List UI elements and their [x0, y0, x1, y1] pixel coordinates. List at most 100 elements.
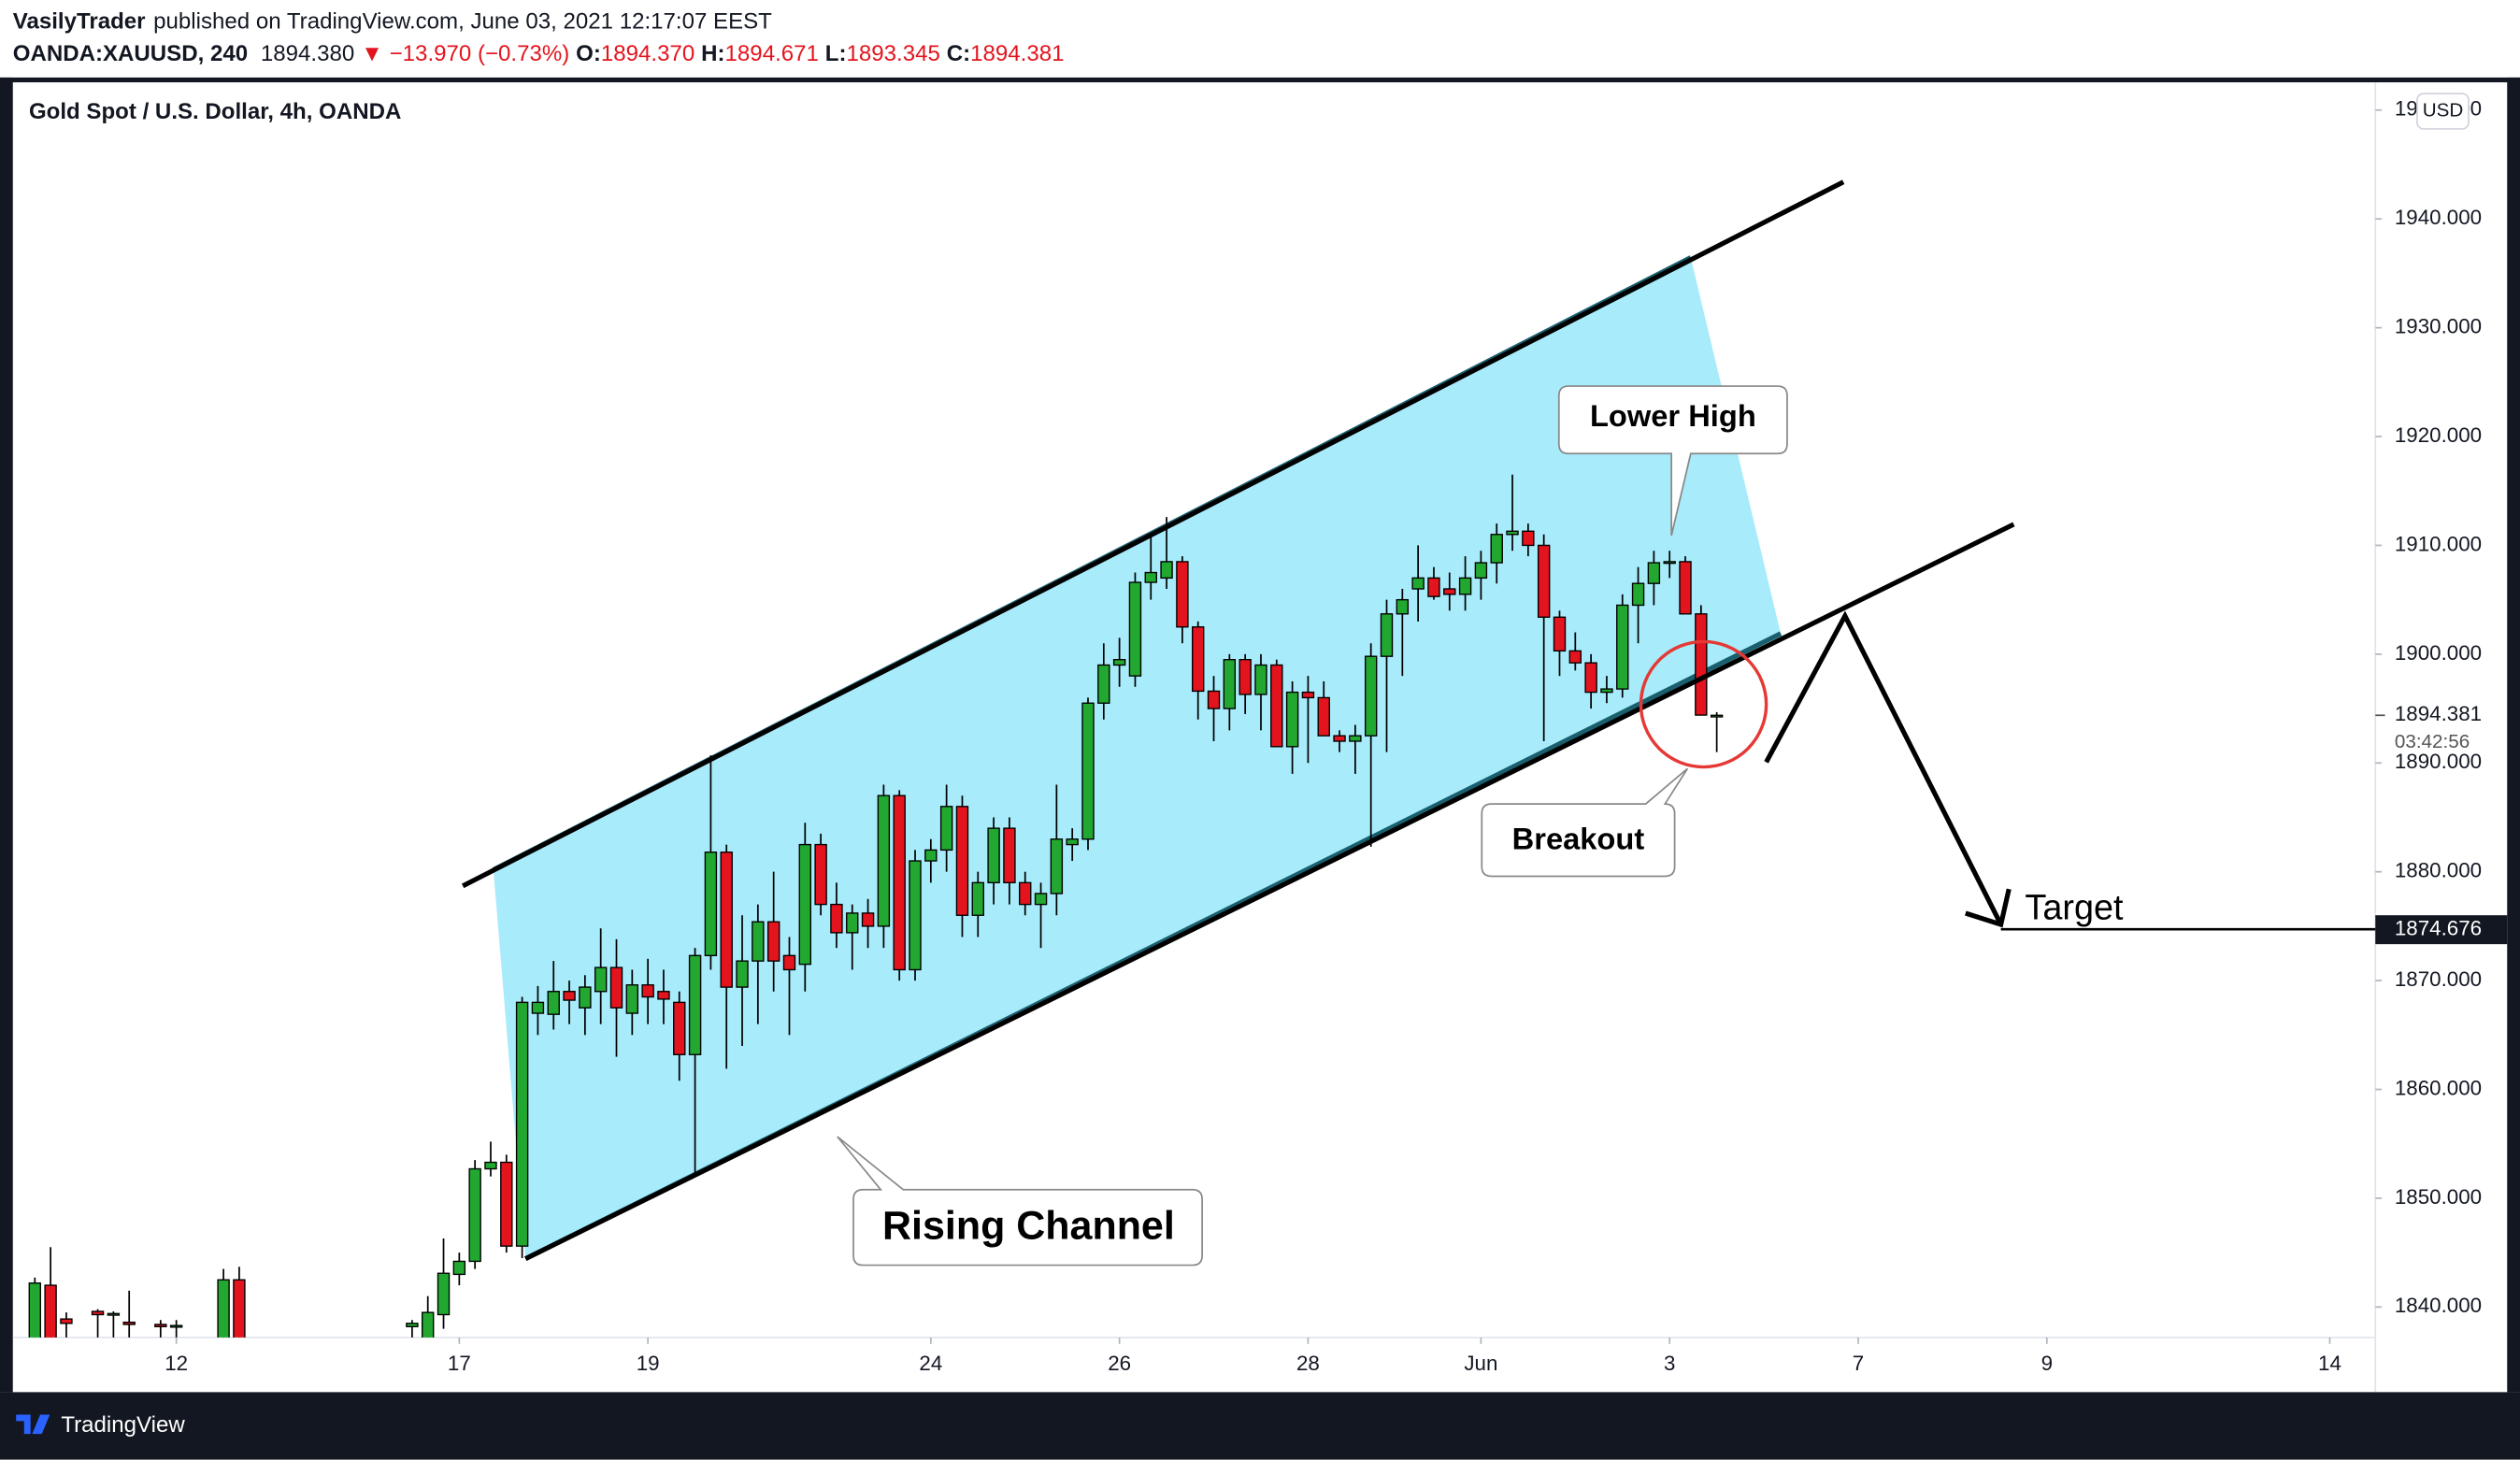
candle-body: [1128, 581, 1142, 677]
candle-body: [877, 794, 891, 927]
candle-body: [107, 1312, 121, 1316]
candle-body: [1443, 588, 1456, 595]
candle-body: [720, 852, 733, 988]
candle-body: [830, 903, 843, 934]
candle-body: [939, 806, 953, 852]
candle-body: [1396, 598, 1410, 615]
ohlc-label: H:: [701, 41, 724, 66]
candle-body: [1364, 655, 1378, 737]
candle-body: [625, 984, 639, 1014]
candle-body: [657, 991, 670, 1000]
currency-button[interactable]: [2416, 93, 2470, 130]
candle-body: [673, 1001, 686, 1055]
symbol: OANDA:XAUUSD, 240: [13, 41, 248, 66]
published: published on TradingView.com, June 03, 2…: [153, 9, 772, 35]
candle-body: [1616, 604, 1629, 690]
candle-body: [766, 921, 780, 962]
candle-body: [579, 986, 592, 1009]
candle-body: [60, 1318, 73, 1324]
candle-body: [563, 991, 576, 1001]
candle-body: [1301, 691, 1315, 699]
candle-body: [1192, 626, 1205, 693]
candle-body: [1144, 571, 1157, 583]
candle-body: [1034, 893, 1048, 906]
target-label: Target: [2025, 889, 2124, 928]
ohlc-value: 1893.345: [847, 41, 940, 66]
candle-body: [28, 1282, 42, 1338]
candle-body: [1600, 688, 1613, 694]
publish-line: VasilyTrader published on TradingView.com…: [13, 9, 772, 35]
footer-brand: TradingView: [61, 1412, 185, 1438]
x-tick-label: 24: [919, 1352, 942, 1375]
candle-body: [704, 852, 718, 957]
candle-body: [1679, 561, 1692, 615]
candle-body: [422, 1311, 435, 1338]
candle-body: [1710, 714, 1724, 718]
candle-body: [594, 966, 608, 993]
candle-body: [1097, 664, 1110, 704]
last-price-label: 1894.381: [2395, 702, 2482, 725]
candle-body: [1506, 530, 1519, 536]
x-tick-label: 12: [165, 1352, 188, 1375]
candle-body: [752, 921, 765, 962]
candle-body: [1112, 658, 1126, 666]
candle-body: [971, 881, 984, 916]
ohlc-value: 1894.381: [970, 41, 1064, 66]
candle-body: [154, 1324, 167, 1327]
currency-label: USD: [2423, 99, 2464, 121]
frame-top: [0, 77, 2520, 83]
candle-body: [406, 1323, 419, 1327]
y-tick-label: 1910.000: [2395, 532, 2482, 555]
x-tick-label: 26: [1108, 1352, 1131, 1375]
candle-body: [909, 860, 922, 971]
candle-body: [987, 827, 1000, 884]
candle-body: [1411, 577, 1425, 590]
candle-body: [1695, 613, 1708, 716]
channel-fill: [493, 257, 1782, 1259]
candle-body: [1553, 616, 1567, 652]
candle-body: [515, 1001, 529, 1247]
x-tick-label: 17: [448, 1352, 471, 1375]
x-tick-label: 3: [1664, 1352, 1675, 1375]
countdown: 03:42:56: [2395, 731, 2470, 752]
candles: [28, 474, 1724, 1338]
y-tick-label: 1860.000: [2395, 1076, 2482, 1099]
candle-body: [1176, 561, 1189, 628]
candle-body: [1081, 702, 1095, 840]
ohlc-label: C:: [947, 41, 970, 66]
candle-body: [846, 912, 859, 934]
x-tick-label: 7: [1853, 1352, 1864, 1375]
price: 1894.380: [261, 41, 354, 66]
candle-body: [1631, 582, 1645, 607]
callout: [1557, 385, 1788, 537]
candle-body: [1427, 577, 1440, 597]
candle-body: [500, 1161, 513, 1247]
breakout-circle: [1639, 639, 1768, 769]
candle-body: [91, 1310, 105, 1316]
y-tick-label: 1900.000: [2395, 641, 2482, 665]
candle-body: [924, 849, 938, 862]
candle-body: [1490, 534, 1503, 564]
y-tick-label: 1940.000: [2395, 206, 2482, 229]
candle-body: [1474, 562, 1488, 580]
y-tick-label: 1850.000: [2395, 1185, 2482, 1209]
callout-text: Lower High: [1590, 398, 1756, 433]
candle-body: [893, 794, 906, 971]
callout-text: Breakout: [1512, 821, 1645, 855]
candle-body: [782, 954, 796, 971]
candle-body: [217, 1279, 230, 1338]
candle-body: [452, 1260, 466, 1276]
candle-body: [484, 1161, 497, 1170]
frame-right: [2507, 77, 2520, 1393]
candle-body: [1285, 691, 1299, 748]
candle-body: [233, 1279, 246, 1338]
ohlc-value: 1894.671: [725, 41, 819, 66]
ohlc-label: O:: [576, 41, 601, 66]
logo: [16, 1414, 50, 1435]
candle-body: [1333, 735, 1346, 742]
callout-text: Rising Channel: [882, 1203, 1175, 1248]
candle-body: [1584, 662, 1597, 694]
callout: [837, 1136, 1203, 1267]
candle-body: [955, 806, 969, 916]
